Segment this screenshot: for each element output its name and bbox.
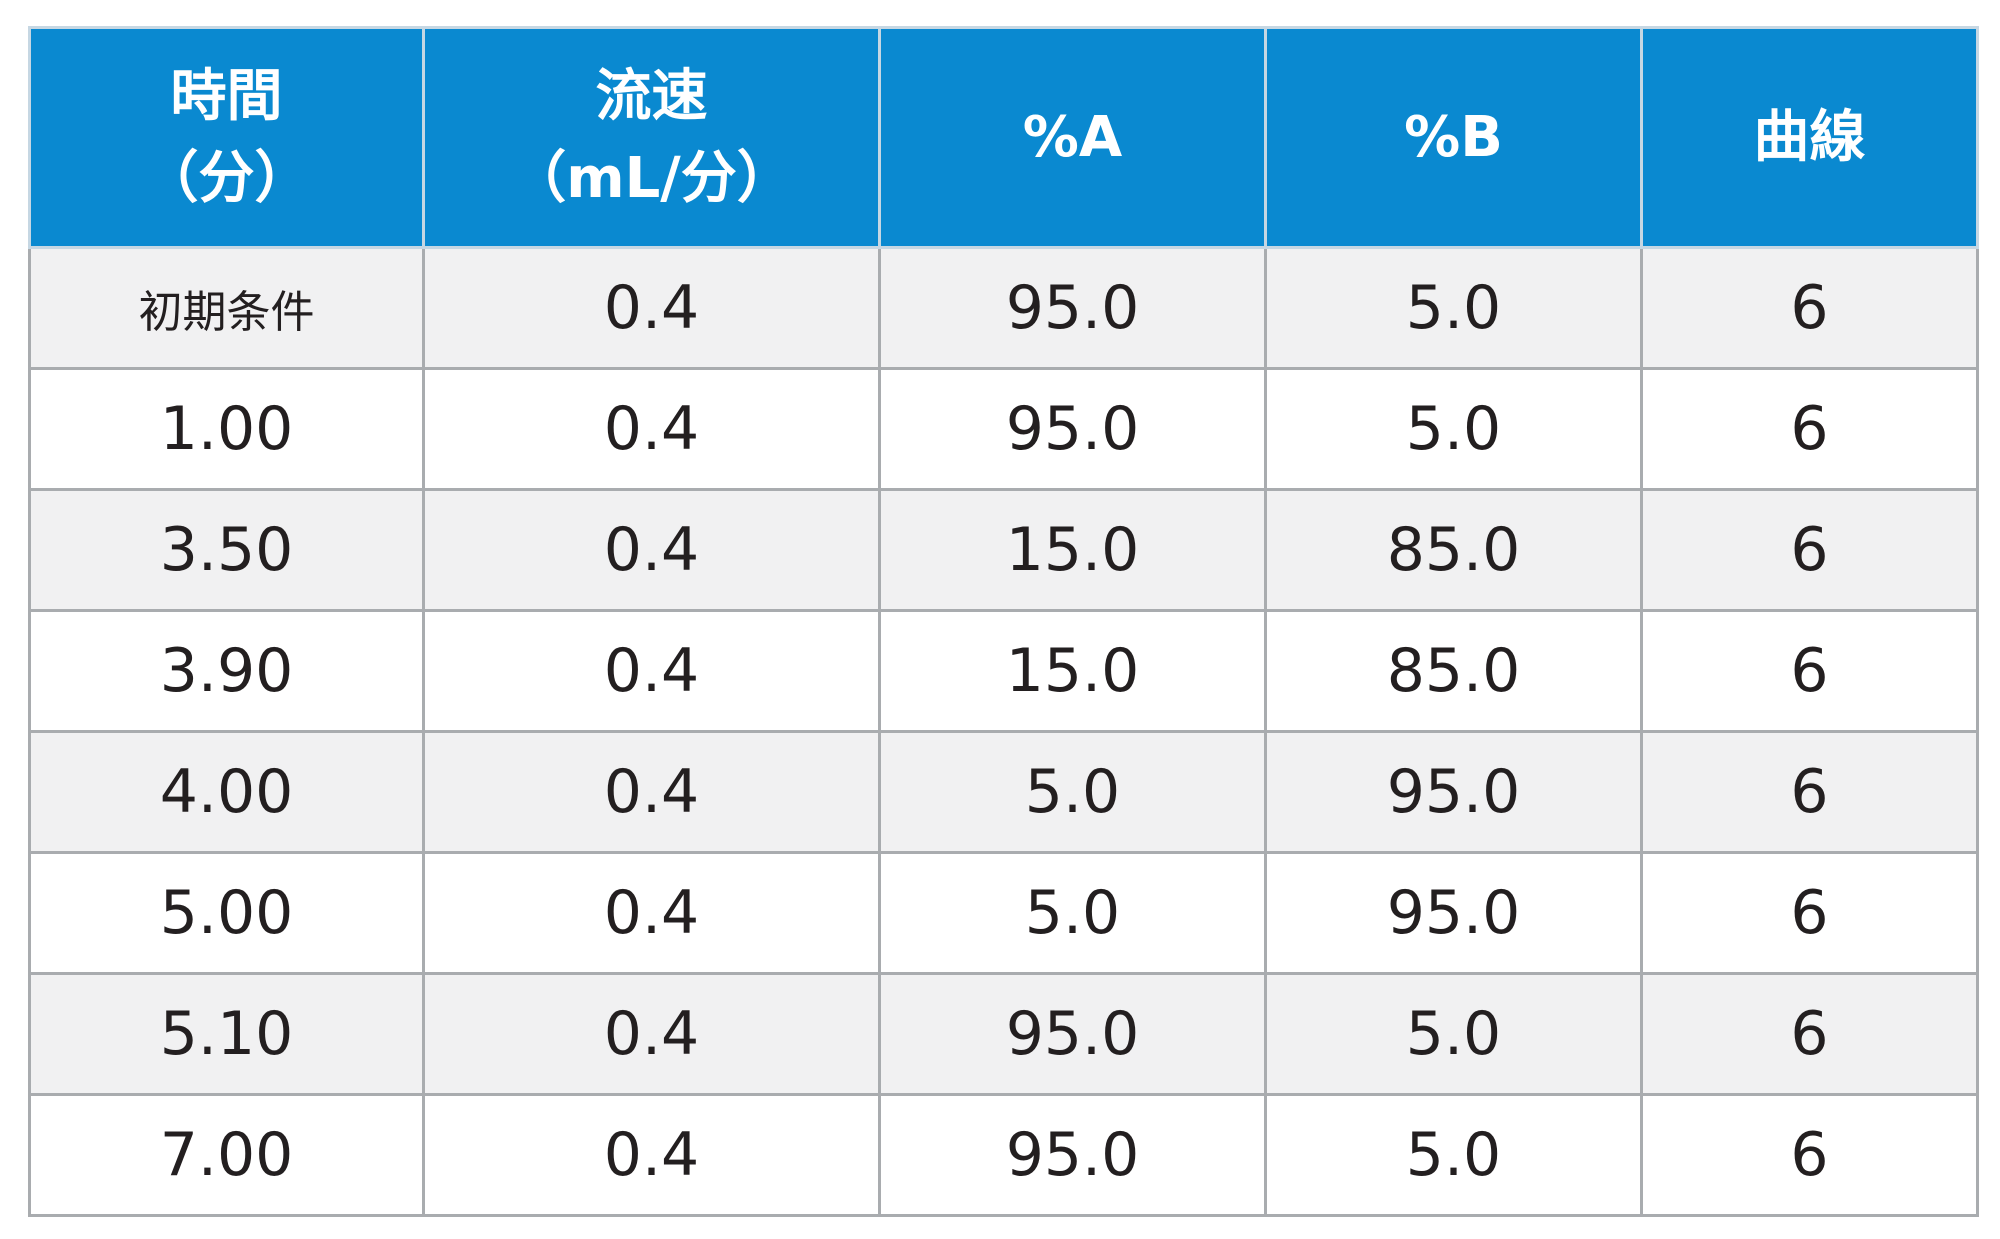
cell-flow-rate: 0.4 — [422, 851, 881, 975]
table-row: 1.00 0.4 95.0 5.0 6 — [28, 367, 1979, 491]
cell-curve: 6 — [1640, 972, 1979, 1096]
table-row: 7.00 0.4 95.0 5.0 6 — [28, 1093, 1979, 1217]
header-curve: 曲線 — [1640, 26, 1979, 249]
cell-curve: 6 — [1640, 609, 1979, 733]
cell-time: 5.00 — [28, 851, 425, 975]
table-body: 初期条件 0.4 95.0 5.0 6 1.00 0.4 95.0 5.0 6 … — [28, 246, 1979, 1217]
cell-percent-b: 5.0 — [1264, 246, 1643, 370]
cell-percent-a: 5.0 — [878, 730, 1267, 854]
cell-percent-a: 15.0 — [878, 609, 1267, 733]
table-header: 時間 （分） 流速 （mL/分） %A %B 曲線 — [28, 26, 1979, 249]
gradient-table: 時間 （分） 流速 （mL/分） %A %B 曲線 初 — [28, 26, 1979, 1217]
cell-curve: 6 — [1640, 246, 1979, 370]
cell-time: 7.00 — [28, 1093, 425, 1217]
cell-time: 5.10 — [28, 972, 425, 1096]
cell-percent-b: 95.0 — [1264, 730, 1643, 854]
cell-flow-rate: 0.4 — [422, 246, 881, 370]
cell-curve: 6 — [1640, 1093, 1979, 1217]
cell-percent-a: 15.0 — [878, 488, 1267, 612]
header-flow-rate-label: 流速 — [595, 63, 708, 129]
cell-flow-rate: 0.4 — [422, 730, 881, 854]
header-row: 時間 （分） 流速 （mL/分） %A %B 曲線 — [28, 26, 1979, 249]
table-row: 3.50 0.4 15.0 85.0 6 — [28, 488, 1979, 612]
header-time-unit: （分） — [142, 145, 311, 211]
cell-flow-rate: 0.4 — [422, 972, 881, 1096]
cell-time: 1.00 — [28, 367, 425, 491]
cell-percent-b: 5.0 — [1264, 367, 1643, 491]
cell-curve: 6 — [1640, 851, 1979, 975]
cell-percent-b: 85.0 — [1264, 609, 1643, 733]
table-row: 3.90 0.4 15.0 85.0 6 — [28, 609, 1979, 733]
cell-flow-rate: 0.4 — [422, 609, 881, 733]
cell-percent-b: 95.0 — [1264, 851, 1643, 975]
header-curve-label: 曲線 — [1753, 104, 1866, 170]
cell-time: 3.90 — [28, 609, 425, 733]
cell-time: 初期条件 — [28, 246, 425, 370]
header-percent-a-label: %A — [1022, 104, 1123, 170]
cell-flow-rate: 0.4 — [422, 1093, 881, 1217]
cell-percent-a: 95.0 — [878, 246, 1267, 370]
header-flow-rate: 流速 （mL/分） — [422, 26, 881, 249]
cell-percent-b: 5.0 — [1264, 1093, 1643, 1217]
header-percent-a: %A — [878, 26, 1267, 249]
cell-curve: 6 — [1640, 367, 1979, 491]
cell-flow-rate: 0.4 — [422, 367, 881, 491]
header-time: 時間 （分） — [28, 26, 425, 249]
table-row: 5.10 0.4 95.0 5.0 6 — [28, 972, 1979, 1096]
cell-percent-b: 5.0 — [1264, 972, 1643, 1096]
cell-time: 3.50 — [28, 488, 425, 612]
cell-curve: 6 — [1640, 730, 1979, 854]
table-row: 5.00 0.4 5.0 95.0 6 — [28, 851, 1979, 975]
cell-curve: 6 — [1640, 488, 1979, 612]
cell-percent-b: 85.0 — [1264, 488, 1643, 612]
cell-percent-a: 95.0 — [878, 1093, 1267, 1217]
cell-percent-a: 95.0 — [878, 972, 1267, 1096]
header-percent-b-label: %B — [1404, 104, 1503, 170]
cell-flow-rate: 0.4 — [422, 488, 881, 612]
gradient-table-container: 時間 （分） 流速 （mL/分） %A %B 曲線 初 — [28, 26, 1979, 1217]
header-percent-b: %B — [1264, 26, 1643, 249]
cell-time: 4.00 — [28, 730, 425, 854]
header-time-label: 時間 — [170, 63, 283, 129]
table-row: 4.00 0.4 5.0 95.0 6 — [28, 730, 1979, 854]
header-flow-rate-unit: （mL/分） — [510, 145, 793, 211]
cell-percent-a: 95.0 — [878, 367, 1267, 491]
cell-percent-a: 5.0 — [878, 851, 1267, 975]
table-row: 初期条件 0.4 95.0 5.0 6 — [28, 246, 1979, 370]
